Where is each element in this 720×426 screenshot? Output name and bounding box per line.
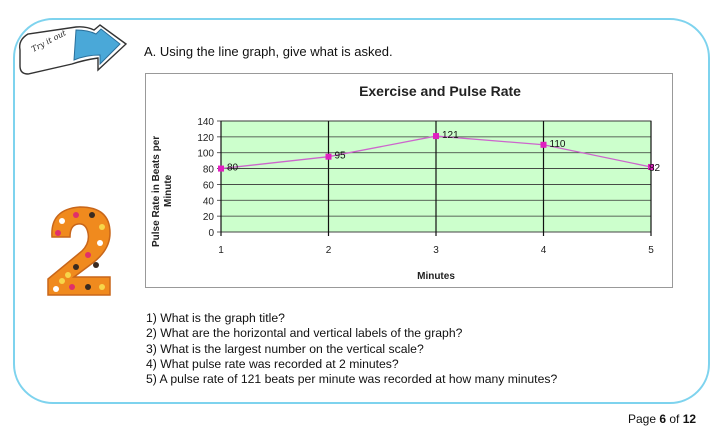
- data-point: [433, 133, 439, 140]
- digit-dot: [85, 252, 91, 258]
- question-item: 2) What are the horizontal and vertical …: [146, 326, 463, 341]
- data-label: 95: [335, 151, 347, 162]
- chart-svg: Exercise and Pulse Rate02040608010012014…: [151, 83, 661, 282]
- page-current: 6: [659, 412, 667, 426]
- digit-dot: [69, 284, 75, 290]
- data-label: 80: [227, 163, 239, 174]
- y-tick-label: 80: [203, 165, 215, 176]
- digit-dot: [99, 284, 105, 290]
- data-label: 110: [550, 139, 566, 150]
- y-tick-label: 60: [203, 180, 215, 191]
- data-label: 121: [442, 130, 459, 141]
- question-item: 3) What is the largest number on the ver…: [146, 341, 424, 356]
- y-tick-label: 0: [208, 228, 214, 239]
- digit-dot: [65, 272, 71, 278]
- digit-dot: [99, 224, 105, 230]
- instruction-text: A. Using the line graph, give what is as…: [144, 44, 393, 59]
- x-tick-label: 5: [648, 245, 654, 256]
- digit-dot: [85, 284, 91, 290]
- x-tick-label: 2: [326, 245, 332, 256]
- digit-shape: [47, 206, 111, 296]
- data-point: [218, 165, 224, 172]
- data-point: [648, 163, 654, 170]
- digit-dot: [89, 212, 95, 218]
- digit-dot: [93, 262, 99, 268]
- y-axis-label: Pulse Rate in Beats perMinute: [151, 136, 174, 247]
- question-list: 1) What is the graph title? 2) What are …: [146, 311, 557, 387]
- digit-dot: [79, 230, 85, 236]
- chart-title: Exercise and Pulse Rate: [359, 83, 521, 99]
- page-prefix: Page: [628, 412, 660, 426]
- y-tick-label: 40: [203, 196, 215, 207]
- question-item: 1) What is the graph title?: [146, 311, 285, 325]
- question-item: 4) What pulse rate was recorded at 2 min…: [146, 356, 399, 371]
- digit-dot: [73, 264, 79, 270]
- digit-dot: [97, 240, 103, 246]
- y-tick-label: 100: [197, 149, 214, 160]
- start-arrow-icon: [18, 24, 128, 75]
- x-axis-label: Minutes: [417, 271, 455, 282]
- number-two-icon: [47, 206, 111, 296]
- digit-dot: [55, 230, 61, 236]
- digit-dot: [73, 212, 79, 218]
- y-tick-label: 120: [197, 133, 214, 144]
- x-tick-label: 4: [541, 245, 547, 256]
- page-total: 12: [682, 412, 697, 426]
- digit-dot: [59, 218, 65, 224]
- data-point: [540, 141, 547, 148]
- data-label: 82: [649, 163, 661, 174]
- x-tick-label: 3: [433, 245, 439, 256]
- x-tick-label: 1: [218, 245, 224, 256]
- page-of: of: [666, 412, 683, 426]
- data-point: [325, 153, 332, 160]
- question-item: 5) A pulse rate of 121 beats per minute …: [146, 372, 558, 387]
- y-tick-label: 20: [203, 212, 215, 223]
- digit-dot: [59, 278, 65, 284]
- line-chart: Exercise and Pulse Rate 0 20 40 60 80 100 120 14…: [145, 73, 673, 288]
- digit-dot: [53, 286, 59, 292]
- content-frame: [13, 18, 710, 404]
- y-tick-label: 140: [197, 117, 214, 128]
- page-number: Page 6 of 12: [628, 412, 696, 426]
